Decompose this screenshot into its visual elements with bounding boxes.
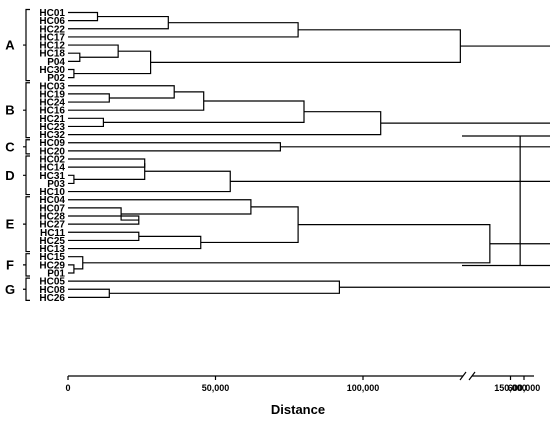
merge-link (460, 45, 550, 47)
merge-link (68, 117, 104, 128)
merge-link (68, 256, 84, 270)
merge-link (68, 170, 231, 193)
group-bracket-f (23, 253, 30, 277)
tick-label: 50,000 (202, 383, 230, 393)
leaf-label-hc20: HC20 (39, 146, 65, 157)
merge-link (73, 163, 146, 180)
merge-link (68, 158, 146, 168)
leaf-label-hc07: HC07 (39, 203, 65, 214)
leaf-label-p04: P04 (47, 57, 65, 68)
tick-label: 100,000 (347, 383, 380, 393)
merge-link (82, 224, 491, 264)
leaf-labels: HC01HC06HC22HC17HC12HC18P04HC30P02HC03HC… (39, 8, 65, 304)
merge-link (462, 135, 550, 267)
merge-link (68, 11, 99, 22)
leaf-label-hc28: HC28 (39, 212, 65, 223)
merge-link (150, 29, 461, 63)
leaf-label-p02: P02 (47, 73, 65, 84)
leaf-label-hc17: HC17 (39, 32, 65, 43)
tick-label: 0 (65, 383, 70, 393)
leaf-label-hc23: HC23 (39, 122, 65, 133)
group-label-a: A (5, 38, 15, 53)
merge-link (68, 111, 382, 136)
distance-axis: 050,000100,000150,000200,000250,000300,0… (65, 371, 541, 393)
leaf-label-hc11: HC11 (40, 228, 65, 239)
group-label-e: E (6, 217, 15, 232)
merge-link (68, 288, 110, 298)
leaf-label-hc27: HC27 (39, 220, 65, 231)
leaf-label-hc18: HC18 (39, 49, 65, 60)
merge-link (68, 264, 75, 274)
group-bracket-c (23, 139, 30, 155)
leaf-label-hc31: HC31 (39, 171, 65, 182)
leaf-label-hc05: HC05 (39, 277, 65, 288)
merge-link (68, 235, 202, 250)
merge-link (73, 50, 152, 75)
leaf-label-hc13: HC13 (39, 244, 65, 255)
leaf-label-hc08: HC08 (39, 285, 65, 296)
leaf-label-hc10: HC10 (39, 187, 65, 198)
merge-link (68, 142, 281, 152)
group-label-d: D (5, 168, 14, 183)
group-bracket-g (23, 277, 30, 301)
merge-link (68, 68, 75, 79)
group-bracket-b (23, 82, 30, 139)
group-label-c: C (5, 139, 15, 154)
leaf-label-hc03: HC03 (39, 81, 65, 92)
merge-link (68, 93, 110, 103)
leaf-label-hc01: HC01 (39, 8, 65, 19)
merge-link (68, 199, 252, 215)
group-label-b: B (5, 103, 14, 118)
leaf-label-hc19: HC19 (39, 89, 65, 100)
leaf-label-hc12: HC12 (39, 41, 65, 52)
axis-title: Distance (271, 402, 325, 417)
leaf-label-hc30: HC30 (39, 65, 65, 76)
merge-link (68, 231, 140, 242)
leaf-label-hc32: HC32 (39, 130, 65, 141)
merge-link (68, 52, 81, 62)
leaf-label-hc24: HC24 (39, 98, 65, 109)
leaf-label-hc25: HC25 (39, 236, 65, 247)
leaf-label-hc06: HC06 (39, 16, 65, 27)
dendrogram-links (68, 11, 550, 298)
tick-label: 150,000 (494, 383, 527, 393)
merge-link (68, 174, 75, 185)
leaf-label-hc22: HC22 (39, 24, 65, 35)
leaf-label-hc09: HC09 (39, 138, 65, 149)
group-label-f: F (6, 257, 14, 272)
leaf-label-p03: P03 (47, 179, 65, 190)
merge-link (68, 44, 119, 58)
leaf-label-hc14: HC14 (39, 163, 65, 174)
axis-break-mark (468, 371, 476, 381)
merge-link (68, 85, 175, 99)
leaf-label-hc26: HC26 (39, 293, 65, 304)
merge-link (68, 91, 205, 111)
leaf-label-hc21: HC21 (39, 114, 65, 125)
merge-link (280, 122, 550, 148)
group-bracket-d (23, 155, 30, 196)
group-label-g: G (5, 282, 15, 297)
merge-link (68, 15, 169, 30)
tick-label: 600,000 (508, 383, 541, 393)
merge-link (68, 22, 299, 38)
leaf-label-hc04: HC04 (39, 195, 65, 206)
group-bracket-e (23, 196, 30, 253)
leaf-label-hc16: HC16 (39, 106, 65, 117)
axis-break-mark (459, 371, 467, 381)
leaf-label-hc15: HC15 (39, 252, 65, 263)
leaf-label-hc02: HC02 (39, 155, 65, 166)
leaf-label-p01: P01 (47, 268, 65, 279)
group-bracket-a (23, 8, 30, 82)
leaf-label-hc29: HC29 (39, 260, 65, 271)
merge-link (200, 206, 299, 244)
group-brackets: A B CD E FG (5, 8, 30, 301)
